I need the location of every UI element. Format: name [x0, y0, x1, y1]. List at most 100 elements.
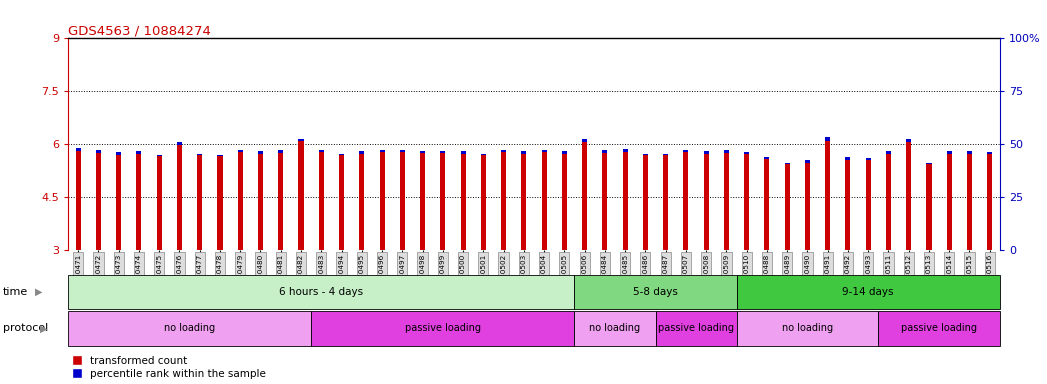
Bar [655, 311, 736, 346]
Bar [359, 154, 364, 250]
Bar [96, 150, 101, 153]
Bar [541, 152, 547, 250]
Bar [298, 141, 304, 250]
Bar [907, 139, 911, 142]
Bar [643, 154, 648, 155]
Bar [845, 157, 850, 160]
Bar [157, 156, 161, 250]
Bar [886, 151, 891, 154]
Bar [744, 154, 750, 250]
Bar [684, 150, 689, 152]
Bar [339, 155, 344, 250]
Bar [663, 155, 668, 250]
Bar [177, 142, 182, 145]
Bar [400, 152, 405, 250]
Text: passive loading: passive loading [658, 323, 734, 333]
Bar [946, 154, 952, 250]
Text: no loading: no loading [589, 323, 641, 333]
Bar [75, 151, 81, 250]
Bar [643, 155, 648, 250]
Bar [318, 152, 324, 250]
Bar [967, 151, 972, 154]
Bar [461, 154, 466, 250]
Text: 5-8 days: 5-8 days [633, 287, 678, 297]
Bar [562, 154, 566, 250]
Bar [704, 154, 709, 250]
Bar [279, 151, 284, 153]
Text: no loading: no loading [782, 323, 833, 333]
Bar [704, 151, 709, 154]
Text: ▶: ▶ [40, 323, 47, 333]
Bar [279, 153, 284, 250]
Bar [116, 155, 121, 250]
Bar [502, 152, 506, 250]
Bar [502, 150, 506, 152]
Bar [907, 142, 911, 250]
Bar [575, 311, 655, 346]
Bar [420, 153, 425, 250]
Bar [845, 160, 850, 250]
Bar [197, 154, 202, 155]
Bar [75, 148, 81, 151]
Bar [197, 155, 202, 250]
Bar [582, 142, 587, 250]
Bar [441, 151, 445, 153]
Bar [805, 160, 810, 163]
Bar [623, 152, 627, 250]
Bar [218, 155, 223, 156]
Bar [723, 153, 729, 250]
Bar [663, 154, 668, 155]
Bar [441, 153, 445, 250]
Bar [562, 151, 566, 154]
Bar [298, 139, 304, 141]
Text: 6 hours - 4 days: 6 hours - 4 days [280, 287, 363, 297]
Bar [68, 311, 311, 346]
Bar [177, 145, 182, 250]
Bar [784, 164, 789, 250]
Bar [987, 154, 993, 250]
Bar [805, 163, 810, 250]
Bar [238, 150, 243, 152]
Bar [318, 150, 324, 152]
Bar [825, 141, 830, 250]
Bar [866, 160, 871, 250]
Bar [878, 311, 1000, 346]
Bar [736, 311, 878, 346]
Bar [825, 137, 830, 141]
Bar [602, 151, 607, 153]
Text: protocol: protocol [3, 323, 48, 333]
Bar [784, 163, 789, 164]
Bar [967, 154, 972, 250]
Bar [764, 157, 770, 159]
Bar [481, 155, 486, 250]
Bar [96, 153, 101, 250]
Bar [764, 159, 770, 250]
Text: passive loading: passive loading [405, 323, 481, 333]
Bar [339, 154, 344, 155]
Bar [521, 154, 527, 250]
Bar [116, 152, 121, 155]
Legend: transformed count, percentile rank within the sample: transformed count, percentile rank withi… [73, 356, 266, 379]
Bar [521, 151, 527, 154]
Bar [987, 152, 993, 154]
Bar [866, 158, 871, 160]
Bar [218, 156, 223, 250]
Bar [400, 150, 405, 152]
Bar [886, 154, 891, 250]
Bar [311, 311, 575, 346]
Bar [736, 275, 1000, 309]
Bar [359, 151, 364, 154]
Bar [602, 153, 607, 250]
Text: no loading: no loading [164, 323, 216, 333]
Bar [379, 152, 384, 250]
Text: passive loading: passive loading [901, 323, 977, 333]
Text: time: time [3, 287, 28, 297]
Text: 9-14 days: 9-14 days [843, 287, 894, 297]
Bar [136, 151, 141, 154]
Bar [744, 152, 750, 154]
Bar [379, 150, 384, 152]
Bar [623, 149, 627, 152]
Text: GDS4563 / 10884274: GDS4563 / 10884274 [68, 25, 210, 38]
Bar [684, 152, 689, 250]
Bar [575, 275, 736, 309]
